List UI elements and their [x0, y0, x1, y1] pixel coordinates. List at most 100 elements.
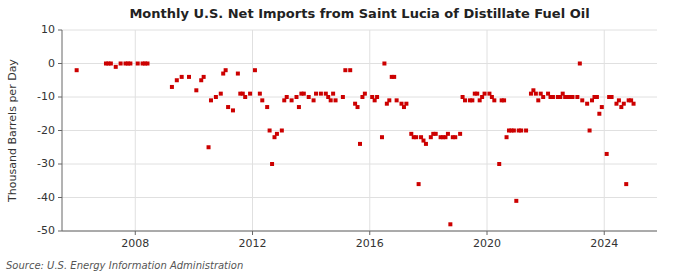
- point: [331, 92, 335, 96]
- point: [505, 135, 509, 139]
- point: [622, 102, 626, 106]
- point: [475, 92, 479, 96]
- point: [446, 132, 450, 136]
- point: [458, 132, 462, 136]
- point: [483, 92, 487, 96]
- point: [363, 92, 367, 96]
- point: [448, 222, 452, 226]
- title: Monthly U.S. Net Imports from Saint Luci…: [129, 6, 589, 21]
- point: [109, 62, 113, 66]
- point: [597, 112, 601, 116]
- point: [617, 98, 621, 102]
- point: [534, 92, 538, 96]
- point: [194, 88, 198, 92]
- point: [280, 129, 284, 133]
- point: [187, 75, 191, 79]
- y-tick-label: -30: [37, 157, 55, 170]
- grid-line-x: [369, 30, 370, 231]
- point: [231, 108, 235, 112]
- point: [219, 92, 223, 96]
- point: [519, 129, 523, 133]
- y-tick-label: -10: [37, 90, 55, 103]
- point: [470, 98, 474, 102]
- grid-line-y: [62, 130, 657, 131]
- grid-line-x: [135, 30, 136, 231]
- point: [541, 95, 545, 99]
- y-tick: [58, 30, 62, 31]
- x-tick-label: 2016: [356, 237, 384, 250]
- point: [632, 102, 636, 106]
- point: [356, 105, 360, 109]
- point: [268, 129, 272, 133]
- point: [207, 145, 211, 149]
- point: [214, 95, 218, 99]
- point: [605, 152, 609, 156]
- point: [285, 95, 289, 99]
- point: [380, 135, 384, 139]
- y-tick: [58, 231, 62, 232]
- x-tick-label: 2024: [590, 237, 618, 250]
- point: [578, 62, 582, 66]
- point: [417, 182, 421, 186]
- point: [128, 62, 132, 66]
- grid-line-y: [62, 231, 657, 232]
- point: [260, 98, 264, 102]
- point: [75, 68, 79, 72]
- point: [114, 65, 118, 69]
- point: [343, 68, 347, 72]
- point: [414, 135, 418, 139]
- y-tick-label: -50: [37, 224, 55, 237]
- x-tick: [487, 231, 488, 235]
- grid-line-y: [62, 164, 657, 165]
- point: [536, 98, 540, 102]
- point: [253, 68, 257, 72]
- source: Source: U.S. Energy Information Administ…: [6, 260, 243, 271]
- grid-line-y: [62, 63, 657, 64]
- point: [202, 75, 206, 79]
- point: [624, 182, 628, 186]
- point: [224, 68, 228, 72]
- grid-line-x: [487, 30, 488, 231]
- point: [424, 142, 428, 146]
- x-tick: [135, 231, 136, 235]
- x-tick: [604, 231, 605, 235]
- point: [226, 105, 230, 109]
- point: [297, 105, 301, 109]
- point: [145, 62, 149, 66]
- point: [492, 98, 496, 102]
- point: [175, 78, 179, 82]
- point: [307, 95, 311, 99]
- point: [463, 98, 467, 102]
- x-tick: [369, 231, 370, 235]
- point: [170, 85, 174, 89]
- point: [610, 95, 614, 99]
- grid-line-y: [62, 197, 657, 198]
- axes: -50-40-30-20-1001020082012201620202024: [37, 23, 657, 250]
- point: [514, 199, 518, 203]
- point: [512, 129, 516, 133]
- point: [551, 95, 555, 99]
- point: [358, 142, 362, 146]
- grid-line-y: [62, 30, 657, 31]
- point: [209, 98, 213, 102]
- point: [270, 162, 274, 166]
- point: [302, 92, 306, 96]
- point: [580, 98, 584, 102]
- point: [395, 98, 399, 102]
- page: {"chart_data": {"type": "scatter", "titl…: [0, 0, 675, 275]
- point: [588, 129, 592, 133]
- point: [243, 95, 247, 99]
- point: [341, 95, 345, 99]
- point: [375, 95, 379, 99]
- point: [600, 105, 604, 109]
- point: [248, 92, 252, 96]
- points: [75, 62, 636, 227]
- point: [570, 95, 574, 99]
- point: [329, 98, 333, 102]
- point: [275, 132, 279, 136]
- point: [595, 95, 599, 99]
- x-tick-label: 2020: [473, 237, 501, 250]
- x-tick: [252, 231, 253, 235]
- point: [236, 72, 240, 76]
- y-tick-label: 0: [48, 57, 55, 70]
